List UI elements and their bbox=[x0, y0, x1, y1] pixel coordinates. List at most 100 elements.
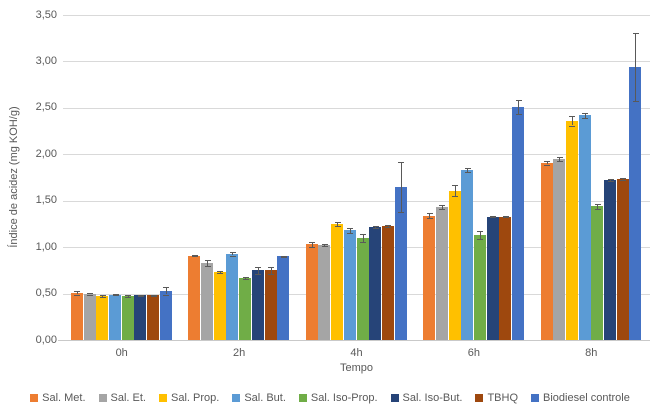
error-bar-cap bbox=[204, 265, 211, 267]
error-bar-cap bbox=[309, 241, 316, 243]
error-bar-cap bbox=[398, 211, 405, 213]
error-bar-cap bbox=[594, 203, 601, 205]
error-bar-cap bbox=[569, 116, 576, 118]
error-bar-cap bbox=[452, 184, 458, 186]
bar-8h-sal-but- bbox=[578, 115, 591, 340]
x-axis-title: Tempo bbox=[339, 362, 374, 374]
error-bar-cap bbox=[191, 256, 198, 258]
error-bar-cap bbox=[439, 205, 446, 207]
legend-swatch bbox=[390, 394, 399, 402]
bar-6h-tbhq bbox=[499, 216, 512, 340]
error-bar-cap bbox=[242, 276, 249, 278]
gridline bbox=[63, 107, 650, 109]
y-tick-label: 3,00 bbox=[35, 54, 57, 67]
error-bar-cap bbox=[398, 161, 405, 163]
legend-label: TBHQ bbox=[487, 392, 519, 404]
error-bar-cap bbox=[112, 295, 119, 297]
error-bar-cap bbox=[163, 287, 170, 289]
bar-4h-sal-met- bbox=[305, 244, 318, 340]
error-bar-cap bbox=[137, 294, 144, 296]
gridline bbox=[63, 200, 650, 202]
error-bar-line bbox=[429, 212, 431, 219]
error-bar-cap bbox=[477, 231, 484, 233]
error-bar-cap bbox=[204, 260, 211, 262]
legend-item-sal-et-: Sal. Et. bbox=[98, 392, 146, 404]
bar-4h-tbhq bbox=[381, 225, 394, 340]
bar-2h-sal-met- bbox=[188, 255, 201, 340]
x-tick-label-2h: 2h bbox=[232, 347, 246, 359]
bar-0h-biodiesel-controle bbox=[159, 290, 172, 340]
bar-8h-sal-iso-prop- bbox=[591, 206, 604, 340]
bar-2h-biodiesel-controle bbox=[277, 256, 290, 340]
error-bar-cap bbox=[385, 224, 392, 226]
error-bar-line bbox=[584, 112, 586, 119]
error-bar-cap bbox=[217, 273, 224, 275]
error-bar-cap bbox=[544, 164, 550, 166]
x-tick-label-8h: 8h bbox=[585, 347, 598, 359]
bar-2h-sal-but- bbox=[226, 253, 239, 340]
legend-label: Sal. Et. bbox=[110, 392, 146, 404]
bar-0h-tbhq bbox=[147, 295, 160, 340]
error-bar-cap bbox=[464, 168, 471, 170]
error-bar-line bbox=[257, 266, 259, 275]
error-bar-cap bbox=[280, 255, 287, 257]
error-bar-cap bbox=[502, 215, 509, 217]
error-bar-line bbox=[165, 287, 167, 295]
x-axis-line bbox=[58, 340, 650, 341]
bar-4h-sal-iso-prop- bbox=[356, 237, 369, 340]
error-bar-line bbox=[546, 160, 548, 165]
gridline bbox=[63, 61, 650, 63]
error-bar-line bbox=[400, 161, 402, 212]
y-tick-label: 0,50 bbox=[35, 287, 57, 300]
error-bar-cap bbox=[321, 244, 328, 246]
x-tick-label-0h: 0h bbox=[115, 347, 128, 359]
error-bar-line bbox=[311, 241, 313, 248]
legend: Sal. Met. Sal. Et. Sal. Prop. Sal. But. Sal.… bbox=[0, 392, 660, 404]
bar-2h-sal-iso-but- bbox=[251, 270, 264, 340]
error-bar-line bbox=[362, 234, 364, 242]
bar-6h-sal-iso-but- bbox=[486, 216, 499, 340]
error-bar-cap bbox=[607, 181, 614, 183]
bar-2h-sal-et- bbox=[201, 262, 213, 340]
bar-4h-sal-but- bbox=[343, 230, 356, 340]
error-bar-cap bbox=[242, 278, 249, 280]
error-bar-cap bbox=[607, 179, 614, 181]
legend-item-biodiesel-controle: Biodiesel controle bbox=[531, 392, 630, 404]
error-bar-cap bbox=[280, 257, 287, 259]
legend-swatch bbox=[475, 394, 484, 402]
bar-8h-sal-iso-but- bbox=[604, 180, 616, 340]
x-tick-label-4h: 4h bbox=[350, 347, 363, 359]
error-bar-cap bbox=[255, 266, 262, 268]
bar-6h-sal-et- bbox=[435, 207, 448, 340]
legend-item-sal-met-: Sal. Met. bbox=[30, 392, 86, 404]
error-bar-cap bbox=[385, 226, 392, 228]
y-tick-label: 3,50 bbox=[35, 8, 57, 21]
error-bar-cap bbox=[490, 217, 497, 219]
error-bar-cap bbox=[229, 251, 236, 253]
error-bar-cap bbox=[334, 222, 341, 224]
error-bar-line bbox=[467, 168, 469, 172]
error-bar-line bbox=[337, 222, 339, 226]
y-tick-label: 0,00 bbox=[35, 333, 57, 346]
legend-swatch bbox=[531, 394, 540, 402]
error-bar-cap bbox=[163, 294, 170, 296]
error-bar-line bbox=[349, 227, 351, 234]
legend-label: Sal. Prop. bbox=[171, 392, 220, 404]
error-bar-cap bbox=[125, 295, 132, 297]
error-bar-cap bbox=[334, 225, 341, 227]
legend-label: Sal. Met. bbox=[42, 392, 86, 404]
error-bar-line bbox=[518, 99, 519, 115]
error-bar-cap bbox=[632, 101, 639, 103]
error-bar-cap bbox=[217, 271, 224, 273]
bar-6h-sal-prop- bbox=[448, 190, 461, 340]
legend-label: Sal. Iso-Prop. bbox=[310, 392, 378, 404]
error-bar-line bbox=[479, 231, 481, 239]
error-bar-cap bbox=[191, 254, 198, 256]
legend-swatch bbox=[30, 394, 39, 402]
error-bar-cap bbox=[556, 157, 563, 159]
error-bar-line bbox=[207, 260, 208, 266]
error-bar-cap bbox=[150, 296, 157, 298]
bar-0h-sal-iso-but- bbox=[134, 295, 147, 340]
bar-0h-sal-et- bbox=[83, 293, 96, 340]
